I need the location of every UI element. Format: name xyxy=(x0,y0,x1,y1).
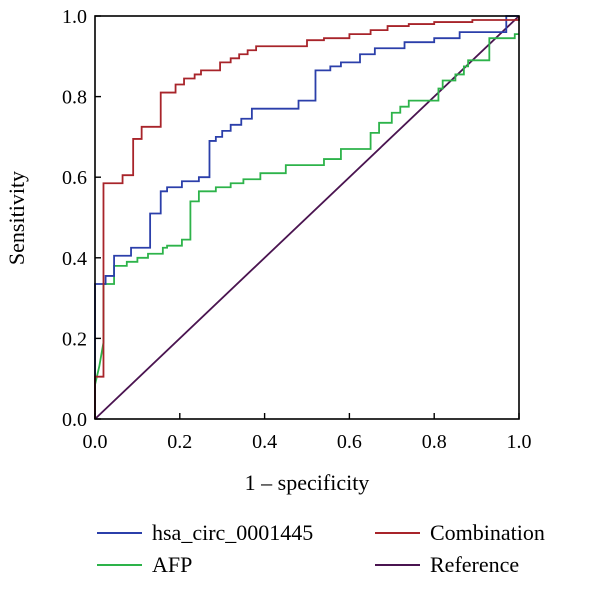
x-axis-ticks: 0.0 0.2 0.4 0.6 0.8 1.0 xyxy=(83,413,532,453)
y-tick-label: 0.4 xyxy=(62,248,87,270)
y-tick-label: 0.6 xyxy=(62,167,87,189)
legend-label: AFP xyxy=(152,552,192,577)
y-tick-label: 0.2 xyxy=(62,328,87,350)
series-line-0 xyxy=(94,15,519,419)
legend-label: Reference xyxy=(430,552,519,577)
x-tick-label: 0.6 xyxy=(337,431,362,453)
x-axis-label: 1 – specificity xyxy=(245,470,370,495)
x-tick-label: 0.4 xyxy=(252,431,277,453)
series-line-2 xyxy=(94,16,520,419)
series-group xyxy=(94,15,520,420)
x-tick-label: 0.0 xyxy=(83,431,108,453)
x-tick-label: 1.0 xyxy=(507,431,532,453)
y-tick-label: 0.8 xyxy=(62,87,87,109)
y-tick-label: 0.0 xyxy=(62,409,87,431)
y-axis-label: Sensitivity xyxy=(4,171,29,265)
legend: hsa_circ_0001445 Combination AFP Reference xyxy=(97,520,545,577)
legend-label: Combination xyxy=(430,520,545,545)
series-line-1 xyxy=(94,33,519,419)
plot-frame xyxy=(94,15,520,420)
y-axis-ticks: 0.0 0.2 0.4 0.6 0.8 1.0 xyxy=(62,6,101,431)
x-tick-label: 0.2 xyxy=(167,431,192,453)
series-line-3 xyxy=(94,15,520,420)
x-tick-label: 0.8 xyxy=(422,431,447,453)
legend-label: hsa_circ_0001445 xyxy=(152,520,313,545)
y-tick-label: 1.0 xyxy=(62,6,87,28)
